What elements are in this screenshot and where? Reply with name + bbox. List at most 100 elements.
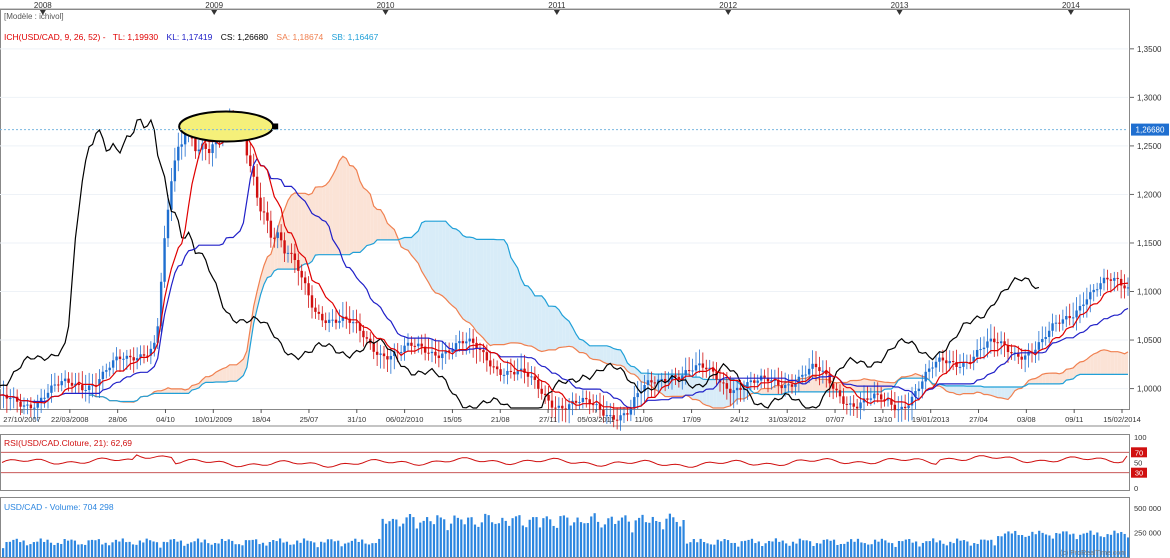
volume-bar [521,525,524,557]
volume-bar [87,540,90,557]
volume-bar [265,545,268,557]
candle-body [362,330,365,338]
cloud-segment [524,285,528,346]
candle-body [321,313,324,321]
candle-body [12,396,15,399]
volume-bar [172,539,176,557]
volume-bar [234,544,237,557]
cloud-segment [476,239,480,335]
date-tick-label: 10/01/2009 [195,415,233,424]
volume-bar [761,546,764,557]
volume-bar [381,518,384,557]
volume-bar [467,517,470,557]
volume-bar [925,541,928,557]
candle-body [46,392,50,398]
cloud-segment [253,291,258,324]
cloud-segment [456,229,460,314]
volume-bar [552,525,555,557]
candle-body [619,415,622,421]
date-tick-label: 19/01/2013 [912,415,950,424]
volume-bar [850,539,853,557]
candle-body [1085,299,1089,305]
cloud-segment [1080,361,1084,375]
volume-bar [535,517,538,557]
cloud-segment [558,309,563,348]
cloud-segment [497,239,501,345]
cloud-segment [531,290,535,348]
cloud-segment [984,387,988,395]
volume-bar [497,523,501,557]
candle-body [783,384,787,389]
cloud-segment [219,368,223,382]
cloud-segment [425,221,429,283]
candle-body [1075,310,1078,318]
cloud-segment [377,209,381,240]
candle-body [828,374,831,384]
volume-bar [928,541,931,557]
volume-bar [449,523,453,557]
candle-body [471,338,475,343]
candle-body [934,361,938,368]
cloud-segment [157,390,162,394]
rsi-axis-label: 30 [1135,469,1143,478]
cloud-segment [493,239,498,345]
volume-bar [436,515,439,557]
volume-bar [104,542,107,557]
candle-body [365,337,369,339]
cloud-segment [353,166,357,253]
volume-bar [118,541,121,557]
candle-body [98,379,101,386]
volume-bar [84,544,87,557]
volume-bar [733,542,736,557]
cloud-segment [860,378,864,392]
candle-body [763,375,766,378]
volume-bar [443,519,446,557]
candle-body [115,356,118,361]
cloud-segment [521,278,525,345]
volume-bar [832,539,836,557]
cloud-segment [973,386,978,394]
cloud-segment [336,160,340,255]
rsi-title: RSI(USD/CAD.Cloture, 21): 62,69 [4,438,132,448]
volume-bar [49,542,53,557]
candle-body [379,353,382,355]
volume-bar [778,541,781,557]
cloud-segment [363,187,367,250]
cloud-segment [761,388,765,395]
svg-text:ICH(USD/CAD, 9, 26, 52) -: ICH(USD/CAD, 9, 26, 52) - TL: 1,19930 KL… [4,32,379,42]
candle-body [163,238,166,282]
candle-body [283,240,286,254]
year-marker-icon [1067,10,1074,15]
candle-body [982,347,986,350]
volume-bar [702,542,706,557]
cloud-segment [510,257,515,343]
candle-body [643,384,646,392]
candle-body [406,342,410,346]
volume-bar [1116,533,1119,557]
cloud-segment [178,388,182,394]
cloud-segment [305,193,309,264]
volume-bar [244,540,247,557]
candle-body [756,380,759,383]
candle-body [84,389,87,391]
candle-body [924,371,927,382]
volume-bar [805,540,808,557]
candle-body [626,413,629,415]
volume-bar [921,542,925,557]
cloud-segment [480,239,484,339]
cloud-segment [1066,368,1070,381]
volume-bar [203,539,206,557]
volume-bar [870,544,873,557]
candle-body [540,388,543,394]
volume-bar [1007,531,1010,557]
ich-legend: ICH(USD/CAD, 9, 26, 52) - [4,32,106,42]
copyright: (c) ProRealTime.com [1060,550,1126,557]
volume-bar [190,542,193,557]
volume-bar [952,543,955,557]
volume-bar [1082,533,1085,557]
volume-bar [19,542,22,557]
cloud-segment [706,379,710,407]
cloud-segment [486,239,491,346]
candle-body [1095,289,1099,291]
